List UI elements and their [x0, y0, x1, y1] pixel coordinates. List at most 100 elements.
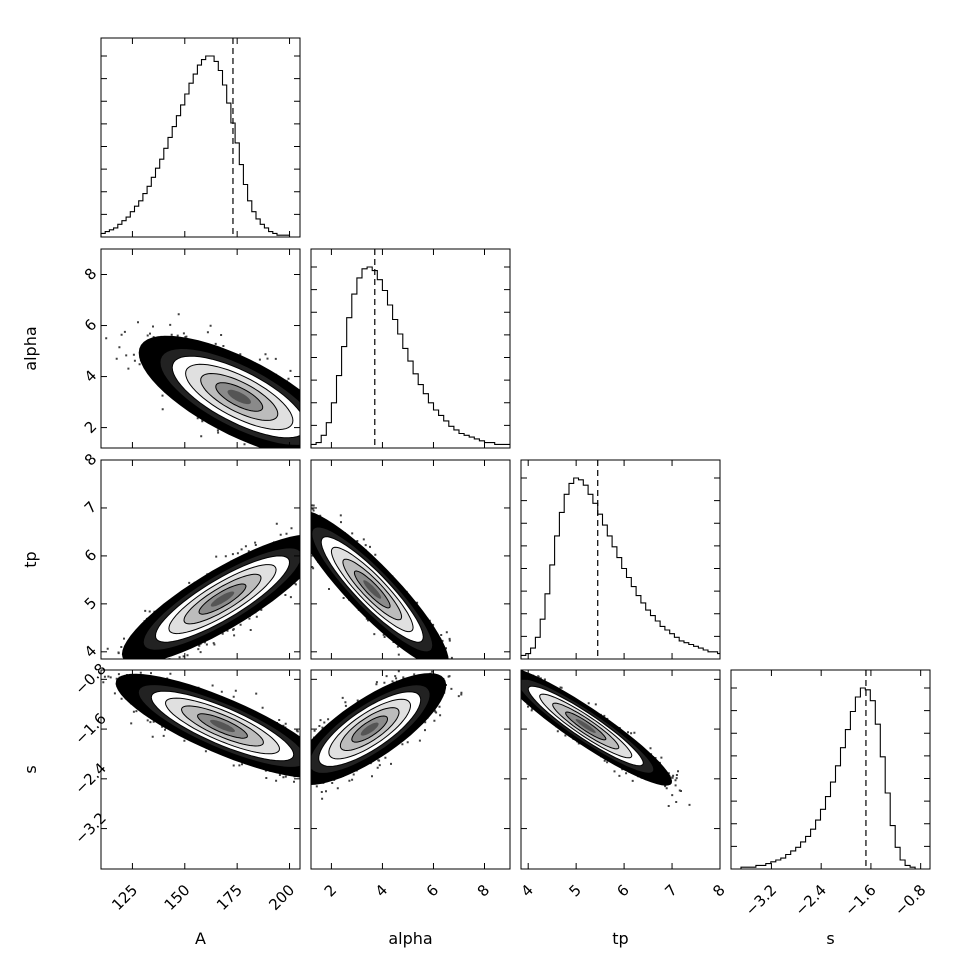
contour-1 — [154, 555, 291, 643]
contour-1 — [318, 691, 422, 767]
x-axis-label-A: A — [195, 929, 206, 948]
joint-panel-A-alpha — [105, 313, 300, 448]
contour-2 — [164, 697, 281, 755]
y-tick-label-tp: 6 — [81, 546, 100, 565]
y-axis-label-s: s — [21, 765, 40, 773]
x-tick-label-tp: 7 — [661, 881, 680, 900]
x-axis-label-tp: tp — [612, 929, 628, 948]
contour-4 — [565, 711, 607, 741]
histogram-step-s — [731, 687, 930, 870]
contour-1 — [320, 536, 424, 643]
contour-3 — [552, 702, 620, 750]
density-peak — [575, 719, 596, 733]
contour-3 — [183, 573, 262, 625]
x-tick-label-alpha: 6 — [423, 881, 442, 900]
contour-2 — [539, 693, 633, 759]
panel-border — [100, 669, 301, 870]
y-tick-label-alpha: 2 — [81, 417, 100, 436]
y-axis-label-alpha: alpha — [21, 326, 40, 370]
histogram-step-tp — [520, 477, 720, 659]
contour-2 — [328, 698, 412, 760]
y-axis-label-tp: tp — [21, 551, 40, 567]
density-peak — [210, 719, 235, 733]
contour-2 — [185, 363, 294, 431]
panel-frame-tp-s — [520, 669, 721, 870]
panel-frame-tp-tp — [520, 459, 721, 660]
contour-1 — [150, 690, 295, 762]
y-tick-label-tp: 8 — [81, 450, 100, 469]
x-tick-label-s: −2.4 — [791, 881, 829, 919]
contour-4 — [351, 715, 388, 743]
contour-4 — [215, 382, 264, 412]
joint-panel-A-tp — [106, 522, 300, 659]
sample-points — [105, 313, 300, 448]
density-peak — [227, 389, 251, 405]
joint-panel-alpha-s — [311, 670, 466, 800]
panel-border — [730, 669, 931, 870]
y-tick-label-tp: 4 — [81, 642, 100, 661]
y-tick-label-alpha: 4 — [81, 366, 100, 385]
x-axis-label-s: s — [826, 929, 834, 948]
panel-frame-A-A — [100, 37, 301, 238]
x-tick-label-tp: 4 — [517, 881, 536, 900]
panel-frame-alpha-alpha — [310, 248, 511, 449]
panel-border — [520, 669, 721, 870]
x-axis-label-alpha: alpha — [388, 929, 432, 948]
contour-4 — [198, 583, 247, 615]
x-tick-label-alpha: 8 — [474, 881, 493, 900]
y-tick-label-tp: 5 — [81, 594, 100, 613]
panel-border — [310, 459, 511, 660]
contour-2 — [330, 546, 414, 633]
density-peak — [363, 580, 382, 599]
contour-3 — [339, 707, 400, 752]
contour-1 — [527, 685, 644, 767]
frames-layer — [100, 37, 931, 870]
x-tick-label-A: 200 — [265, 881, 298, 914]
histogram-step-alpha — [310, 266, 510, 448]
joint-panel-A-s — [102, 671, 300, 783]
density-peak — [360, 722, 379, 736]
panel-border — [310, 248, 511, 449]
contour-1 — [171, 355, 300, 439]
x-tick-label-A: 125 — [108, 881, 141, 914]
contour-2 — [168, 564, 277, 635]
contour-4 — [353, 570, 391, 609]
histogram-s — [731, 670, 930, 870]
panel-border — [520, 459, 721, 660]
joint-panel-alpha-tp — [311, 504, 453, 659]
x-tick-label-s: −0.8 — [891, 881, 929, 919]
panel-frame-A-alpha — [100, 248, 301, 449]
x-tick-label-A: 175 — [213, 881, 246, 914]
density-peak — [210, 591, 235, 607]
contour-3 — [200, 372, 279, 421]
histogram-A — [100, 38, 300, 238]
joint-panel-tp-s — [521, 670, 691, 807]
panel-frame-s-s — [730, 669, 931, 870]
histogram-alpha — [310, 249, 510, 448]
panel-border — [100, 248, 301, 449]
panel-frame-A-s — [100, 669, 301, 870]
panel-border — [100, 37, 301, 238]
contour-4 — [197, 713, 248, 739]
y-tick-label-alpha: 6 — [81, 315, 100, 334]
contour-3 — [180, 705, 264, 747]
panel-border — [100, 459, 301, 660]
histogram-step-A — [100, 55, 300, 238]
panel-frame-alpha-tp — [310, 459, 511, 660]
x-tick-label-s: −1.6 — [841, 881, 879, 919]
x-tick-label-alpha: 4 — [372, 881, 391, 900]
panel-frame-alpha-s — [310, 669, 511, 870]
x-tick-label-A: 150 — [161, 881, 194, 914]
x-tick-label-tp: 5 — [565, 881, 584, 900]
panel-border — [310, 669, 511, 870]
density-layer — [100, 38, 930, 870]
panel-frame-A-tp — [100, 459, 301, 660]
contour-3 — [342, 558, 403, 621]
x-tick-label-tp: 6 — [613, 881, 632, 900]
x-tick-label-s: −3.2 — [742, 881, 780, 919]
x-tick-label-tp: 8 — [709, 881, 728, 900]
y-tick-label-alpha: 8 — [81, 264, 100, 283]
x-tick-label-alpha: 2 — [321, 881, 340, 900]
y-tick-label-tp: 7 — [81, 498, 100, 517]
